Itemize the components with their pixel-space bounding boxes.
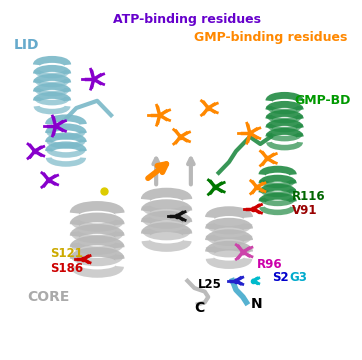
Text: LID: LID [13,38,39,52]
Text: R116: R116 [291,190,325,203]
Text: S121: S121 [50,247,83,260]
Text: R96: R96 [257,258,282,271]
Text: GMP-binding residues: GMP-binding residues [194,31,348,44]
Text: L25: L25 [198,278,222,291]
Text: V91: V91 [291,204,317,217]
Text: G3: G3 [290,271,308,284]
Text: S2: S2 [273,271,289,284]
Text: GMP-BD: GMP-BD [295,94,351,107]
Text: N: N [251,297,262,311]
Text: CORE: CORE [28,290,70,304]
Text: C: C [194,301,205,315]
Text: S186: S186 [50,262,84,275]
Text: ATP-binding residues: ATP-binding residues [113,13,261,26]
